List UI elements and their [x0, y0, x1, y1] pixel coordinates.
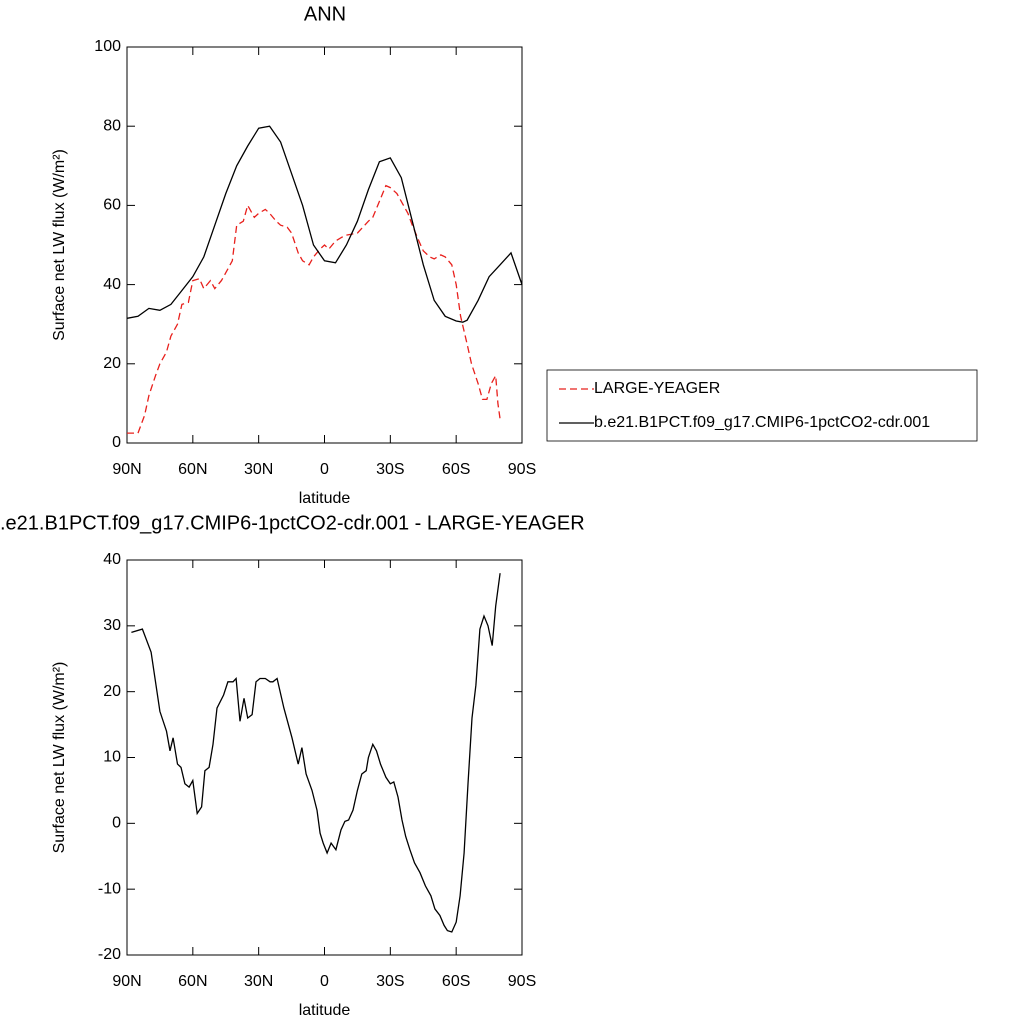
- y-tick-label: 80: [103, 117, 121, 134]
- chart-title: .e21.B1PCT.f09_g17.CMIP6-1pctCO2-cdr.001…: [0, 512, 585, 534]
- x-tick-label: 60N: [178, 973, 207, 990]
- x-tick-label: 60S: [442, 973, 470, 990]
- chart-title: ANN: [304, 3, 346, 25]
- x-tick-label: 90S: [508, 461, 536, 478]
- legend-box: [546, 369, 978, 442]
- y-tick-label: -10: [98, 880, 121, 897]
- y-tick-label: -20: [98, 946, 121, 963]
- y-tick-label: 40: [103, 276, 121, 293]
- data-line: [127, 184, 501, 434]
- y-tick-label: 40: [103, 551, 121, 568]
- y-tick-label: 20: [103, 683, 121, 700]
- y-tick-label: 30: [103, 617, 121, 634]
- y-tick-label: 10: [103, 749, 121, 766]
- data-line: [126, 125, 523, 323]
- x-tick-label: 90N: [112, 973, 141, 990]
- legend-label: b.e21.B1PCT.f09_g17.CMIP6-1pctCO2-cdr.00…: [594, 414, 930, 431]
- x-tick-label: 90N: [112, 461, 141, 478]
- y-tick-label: 100: [94, 38, 121, 55]
- x-axis-label: latitude: [299, 490, 351, 507]
- y-tick-label: 60: [103, 197, 121, 214]
- x-tick-label: 60N: [178, 461, 207, 478]
- x-tick-label: 90S: [508, 973, 536, 990]
- x-axis-label: latitude: [299, 1002, 351, 1019]
- plot-frame: [126, 559, 523, 956]
- x-tick-label: 60S: [442, 461, 470, 478]
- x-tick-label: 30S: [376, 973, 404, 990]
- legend-label: LARGE-YEAGER: [594, 380, 720, 397]
- y-tick-label: 0: [112, 815, 121, 832]
- y-axis-label: Surface net LW flux (W/m²): [51, 662, 68, 854]
- x-tick-label: 0: [320, 973, 329, 990]
- x-tick-label: 30N: [244, 973, 273, 990]
- x-tick-label: 30N: [244, 461, 273, 478]
- x-tick-label: 0: [320, 461, 329, 478]
- data-line: [131, 573, 501, 933]
- y-tick-label: 0: [112, 434, 121, 451]
- x-tick-label: 30S: [376, 461, 404, 478]
- y-tick-label: 20: [103, 355, 121, 372]
- y-axis-label: Surface net LW flux (W/m²): [51, 149, 68, 341]
